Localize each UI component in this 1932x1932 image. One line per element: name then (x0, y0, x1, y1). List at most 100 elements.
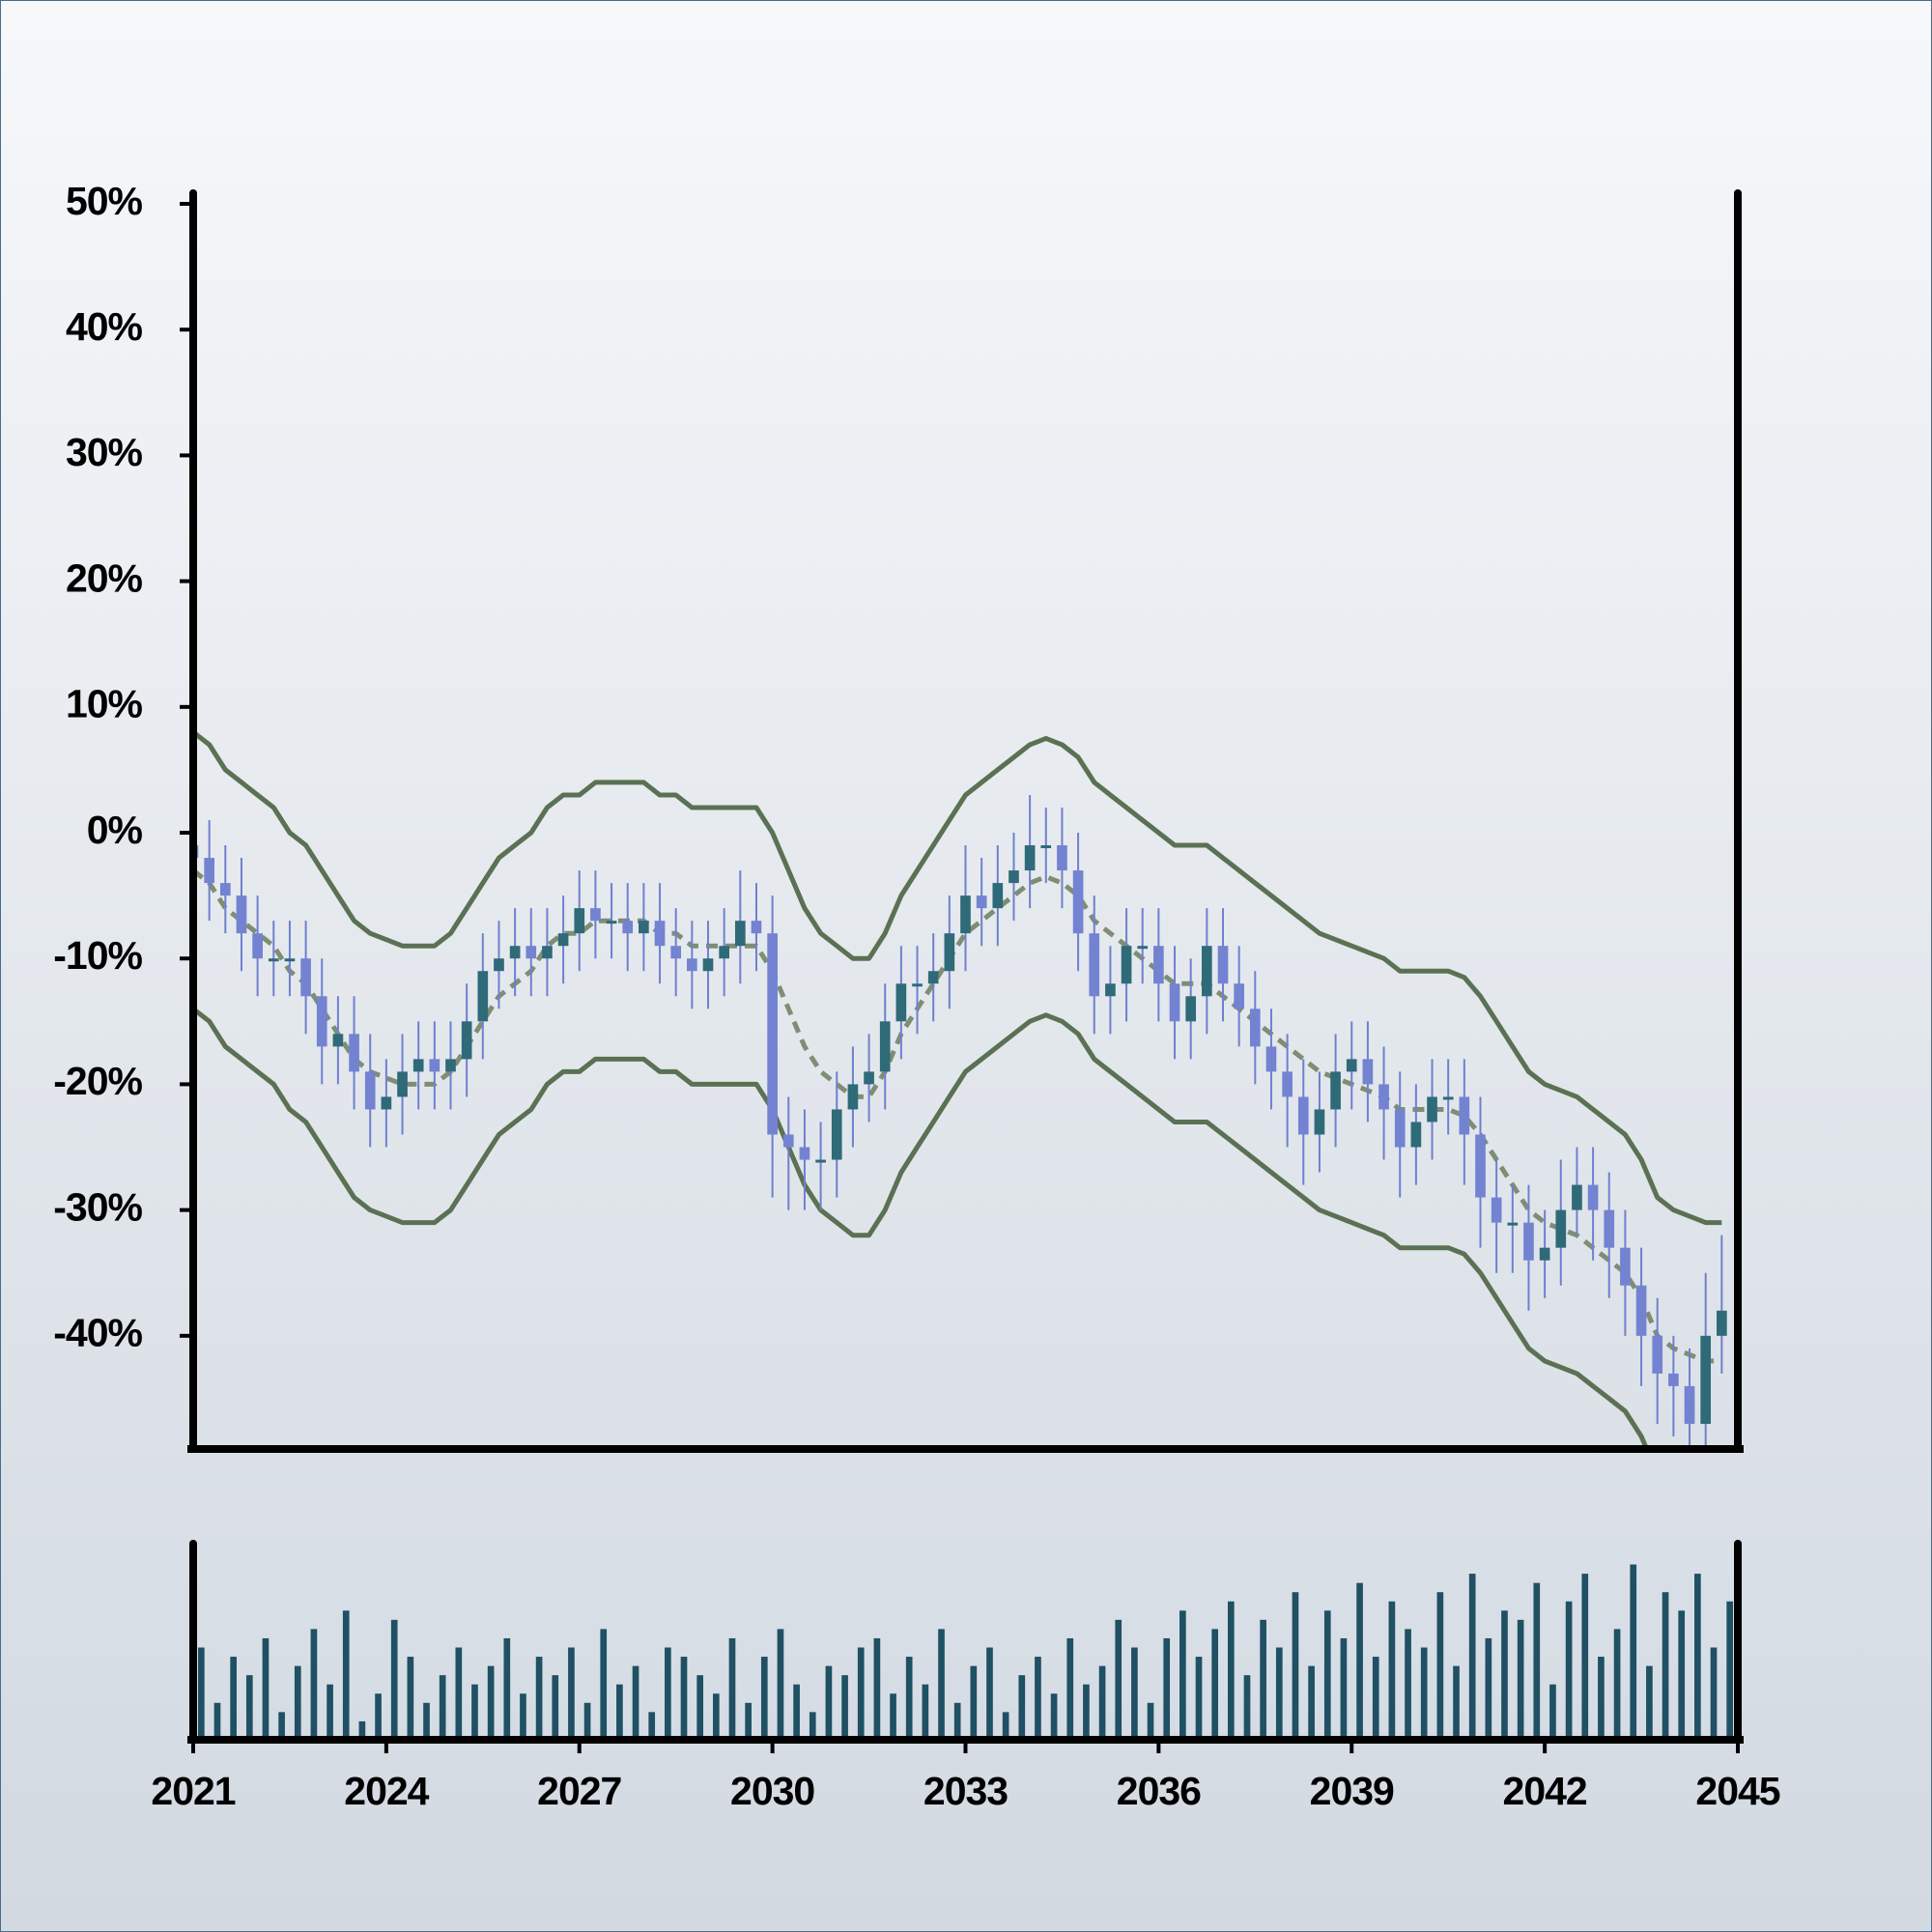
y-tick-label: 50% (66, 179, 143, 223)
volume-bar (1050, 1693, 1058, 1740)
candle-body (799, 1147, 810, 1160)
volume-bar (1147, 1702, 1154, 1740)
volume-bar (953, 1702, 961, 1740)
candle-body (1202, 946, 1212, 997)
volume-bar (552, 1675, 559, 1740)
candle-body (1121, 946, 1132, 984)
volume-bar (503, 1637, 511, 1740)
y-tick-label: -10% (53, 933, 142, 978)
spines (187, 189, 1744, 1744)
candle-body (1378, 1084, 1389, 1110)
candle-body (1297, 1096, 1309, 1135)
candle-body (300, 958, 311, 997)
candle-body (268, 958, 279, 962)
candle-body (1314, 1109, 1325, 1135)
volume-bar (857, 1647, 865, 1740)
candle-body (574, 908, 585, 934)
price-panel (193, 729, 1727, 1449)
candle-body (1717, 1310, 1727, 1336)
candle-body (622, 921, 634, 934)
candle-body (879, 1021, 891, 1072)
volume-bar (1195, 1657, 1203, 1740)
candle-body (670, 946, 682, 959)
candle-body (1652, 1335, 1663, 1374)
volume-bar (1260, 1619, 1266, 1740)
candle-body (1523, 1222, 1534, 1261)
volume-bar (760, 1657, 768, 1740)
candle-body (1105, 983, 1116, 997)
volume-bar (1678, 1610, 1686, 1740)
y-tick-label: 0% (87, 808, 143, 852)
volume-bar (1420, 1647, 1428, 1740)
candle-body (1217, 946, 1229, 984)
volume-bar (1710, 1647, 1718, 1740)
candle-body (1620, 1247, 1631, 1286)
volume-bar (390, 1619, 398, 1740)
volume-bar (970, 1665, 978, 1740)
volume-bar (439, 1675, 446, 1740)
y-tick-label: -30% (53, 1184, 142, 1229)
volume-bar (793, 1684, 800, 1740)
volume-bar (841, 1675, 848, 1740)
volume-bar (197, 1647, 205, 1740)
volume-bar (1485, 1637, 1492, 1740)
candle-body (1153, 946, 1164, 984)
candle-body (1410, 1122, 1422, 1148)
candle-body (687, 958, 697, 972)
candle-body (1330, 1071, 1341, 1110)
candle-body (1282, 1071, 1293, 1097)
candle-body (1394, 1109, 1406, 1148)
volume-bar (890, 1693, 896, 1740)
volume-bar (455, 1647, 463, 1740)
candle-body (815, 1159, 826, 1163)
volume-bar (825, 1665, 833, 1740)
volume-bar (665, 1647, 671, 1740)
volume-bar (905, 1657, 913, 1740)
volume-bar (568, 1647, 575, 1740)
x-tick-label: 2024 (344, 1769, 429, 1813)
x-tick-label: 2039 (1310, 1769, 1394, 1813)
volume-bar (986, 1647, 993, 1740)
volume-bar (1598, 1657, 1605, 1740)
volume-bar (696, 1675, 704, 1740)
volume-bar (294, 1665, 301, 1740)
candle-body (719, 946, 729, 959)
volume-bar (1179, 1610, 1186, 1740)
volume-bar (423, 1702, 430, 1740)
y-tick-label: 10% (66, 682, 143, 726)
volume-bar (1340, 1637, 1348, 1740)
volume-bar (1501, 1610, 1508, 1740)
band-middle (193, 868, 1722, 1364)
candle-body (412, 1059, 424, 1072)
candle-body (1604, 1209, 1615, 1248)
volume-bar (777, 1629, 784, 1740)
volume-bar (1549, 1684, 1556, 1740)
volume-bar (407, 1657, 414, 1740)
candle-body (477, 971, 489, 1022)
volume-bar (1613, 1629, 1621, 1740)
candle-body (1507, 1222, 1519, 1226)
candle-body (204, 858, 214, 884)
x-tick-label: 2030 (730, 1769, 814, 1813)
candle-body (1057, 845, 1067, 871)
volume-bar (680, 1657, 688, 1740)
volume-bar (1002, 1712, 1009, 1740)
candle-body (927, 971, 939, 984)
candle-body (1024, 845, 1036, 871)
volume-bar (471, 1684, 478, 1740)
candle-body (1362, 1059, 1374, 1085)
candle-body (1572, 1184, 1582, 1210)
volume-bar (213, 1702, 221, 1740)
volume-bar (1388, 1601, 1396, 1740)
x-tick-label: 2036 (1117, 1769, 1201, 1813)
candle-body (734, 921, 746, 947)
candle-body (944, 933, 955, 972)
candle-body (1040, 845, 1052, 849)
candle-body (542, 946, 553, 959)
volume-bar (1163, 1637, 1171, 1740)
candle-body (1072, 870, 1084, 934)
volume-bar (873, 1637, 881, 1740)
candle-body (381, 1096, 392, 1110)
candle-body (1427, 1096, 1437, 1122)
volume-bar (1131, 1647, 1138, 1740)
